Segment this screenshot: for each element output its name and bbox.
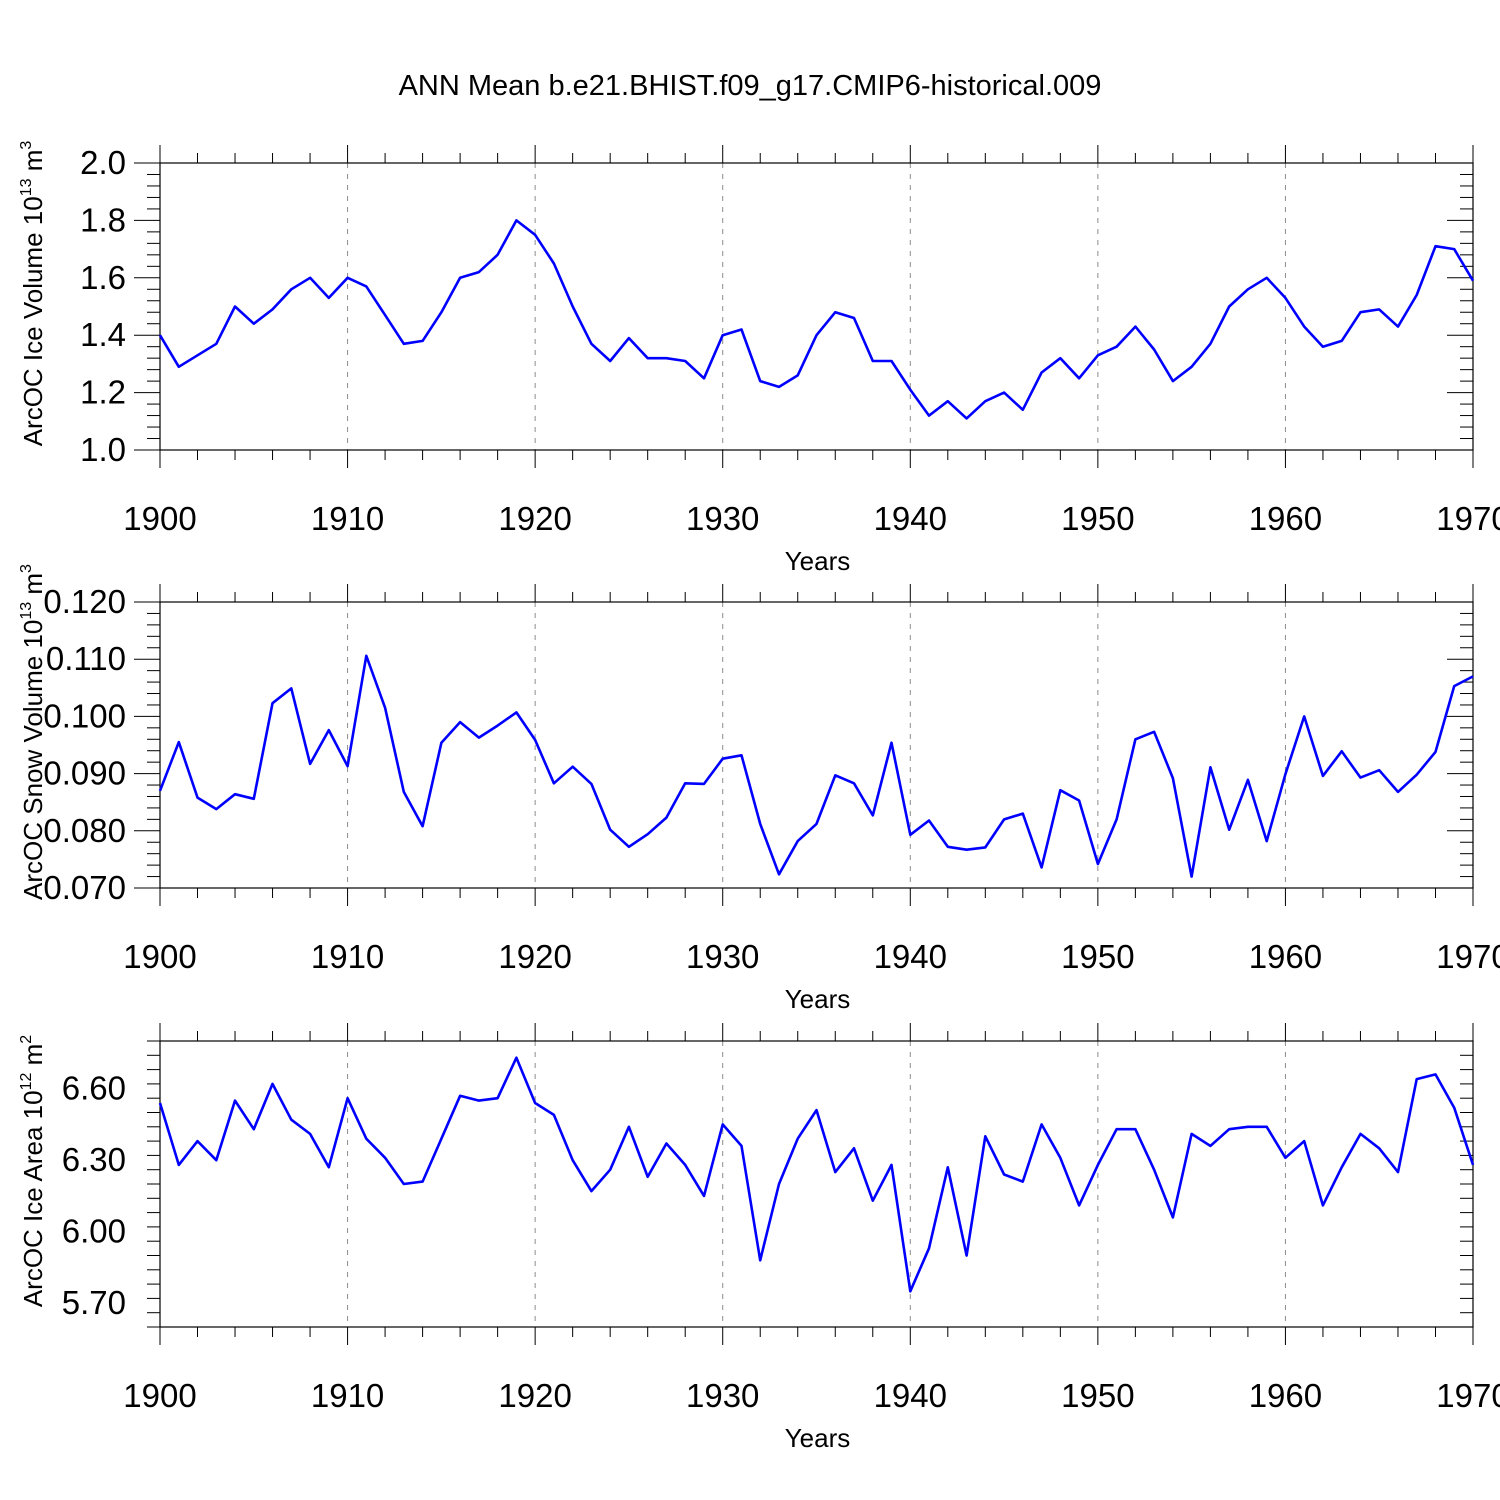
x-tick-label: 1910 <box>311 938 384 975</box>
y-tick-label: 0.080 <box>43 812 126 849</box>
x-tick-label: 1950 <box>1061 500 1134 537</box>
y-tick-label: 1.6 <box>80 259 126 296</box>
x-axis-label: Years <box>785 984 851 1014</box>
y-tick-label: 5.70 <box>62 1284 126 1321</box>
y-tick-label: 0.100 <box>43 697 126 734</box>
series-line <box>158 219 1475 420</box>
y-tick-label: 0.110 <box>46 640 126 677</box>
x-tick-label: 1930 <box>686 938 759 975</box>
x-tick-label: 1960 <box>1249 1377 1322 1414</box>
x-tick-label: 1910 <box>311 500 384 537</box>
y-tick-label: 6.60 <box>62 1070 126 1107</box>
plot-frame <box>159 601 1474 889</box>
y-tick-label: 2.0 <box>80 144 126 181</box>
x-tick-label: 1960 <box>1249 500 1322 537</box>
x-tick-label: 1940 <box>874 500 947 537</box>
y-axis-label: ArcOC Ice Area 1012 m2 <box>18 1035 48 1307</box>
x-tick-label: 1960 <box>1249 938 1322 975</box>
plot-frame <box>159 162 1474 451</box>
chart-title: ANN Mean b.e21.BHIST.f09_g17.CMIP6-histo… <box>399 70 1102 102</box>
x-tick-label: 1940 <box>874 938 947 975</box>
x-tick-label: 1920 <box>498 938 571 975</box>
y-tick-label: 0.120 <box>43 583 126 620</box>
y-tick-label: 6.00 <box>62 1213 126 1250</box>
x-axis-label: Years <box>785 1423 851 1453</box>
x-tick-label: 1900 <box>123 938 196 975</box>
x-tick-label: 1910 <box>311 1377 384 1414</box>
x-tick-label: 1940 <box>874 1377 947 1414</box>
series-line <box>158 1056 1475 1293</box>
x-tick-label: 1920 <box>498 1377 571 1414</box>
y-tick-label: 1.4 <box>80 316 126 353</box>
x-tick-label: 1950 <box>1061 938 1134 975</box>
y-tick-label: 6.30 <box>62 1141 126 1178</box>
y-axis-label: ArcOC Snow Volume 1013 m3 <box>18 564 48 900</box>
x-tick-label: 1930 <box>686 1377 759 1414</box>
x-tick-label: 1900 <box>123 500 196 537</box>
y-tick-label: 0.070 <box>43 869 126 906</box>
y-axis-label: ArcOC Ice Volume 1013 m3 <box>18 141 48 447</box>
y-tick-label: 1.8 <box>80 201 126 238</box>
x-tick-label: 1950 <box>1061 1377 1134 1414</box>
x-tick-label: 1900 <box>123 1377 196 1414</box>
plot-frame <box>159 1040 1474 1328</box>
y-tick-label: 0.090 <box>43 755 126 792</box>
y-tick-label: 1.2 <box>80 374 126 411</box>
series-line <box>158 654 1474 878</box>
x-tick-label: 1930 <box>686 500 759 537</box>
x-tick-label: 1920 <box>498 500 571 537</box>
y-tick-label: 1.0 <box>80 431 126 468</box>
x-axis-label: Years <box>785 546 851 576</box>
